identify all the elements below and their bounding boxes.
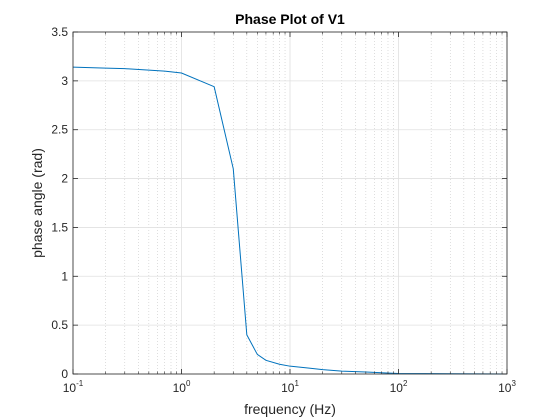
minor-grid [105, 32, 503, 374]
y-axis-label: phase angle (rad) [29, 148, 45, 258]
x-tick-labels: 10-1 100 101 102 103 [63, 379, 517, 395]
x-tick-label: 102 [390, 379, 408, 395]
y-tick-label: 1.5 [51, 220, 68, 234]
axis-ticks [72, 31, 508, 375]
x-tick-label-base: 10 [281, 381, 295, 395]
y-tick-labels: 0 0.5 1 1.5 2 2.5 3 3.5 [51, 25, 68, 381]
x-tick-label: 103 [498, 379, 516, 395]
x-tick-label: 100 [173, 379, 191, 395]
y-tick-label: 2.5 [51, 123, 68, 137]
x-tick-label-exponent: 0 [186, 379, 191, 388]
x-tick-label-base: 10 [173, 381, 187, 395]
x-tick-label-base: 10 [63, 381, 77, 395]
y-tick-label: 3 [61, 74, 68, 88]
y-tick-label: 3.5 [51, 25, 68, 39]
x-tick-label-exponent: 1 [294, 379, 299, 388]
x-tick-label-exponent: -1 [76, 379, 84, 388]
x-tick-label: 101 [281, 379, 299, 395]
x-tick-label-base: 10 [498, 381, 512, 395]
series-layer [72, 66, 508, 375]
x-tick-label-exponent: 3 [511, 379, 516, 388]
x-tick-label-base: 10 [390, 381, 404, 395]
x-tick-label: 10-1 [63, 379, 84, 395]
y-tick-label: 0 [61, 367, 68, 381]
x-axis-label: frequency (Hz) [244, 401, 336, 417]
y-tick-label: 0.5 [51, 318, 68, 332]
y-tick-label: 1 [61, 269, 68, 283]
series-line [72, 66, 508, 375]
y-tick-label: 2 [61, 172, 68, 186]
x-tick-label-exponent: 2 [403, 379, 408, 388]
chart-title: Phase Plot of V1 [235, 11, 345, 27]
